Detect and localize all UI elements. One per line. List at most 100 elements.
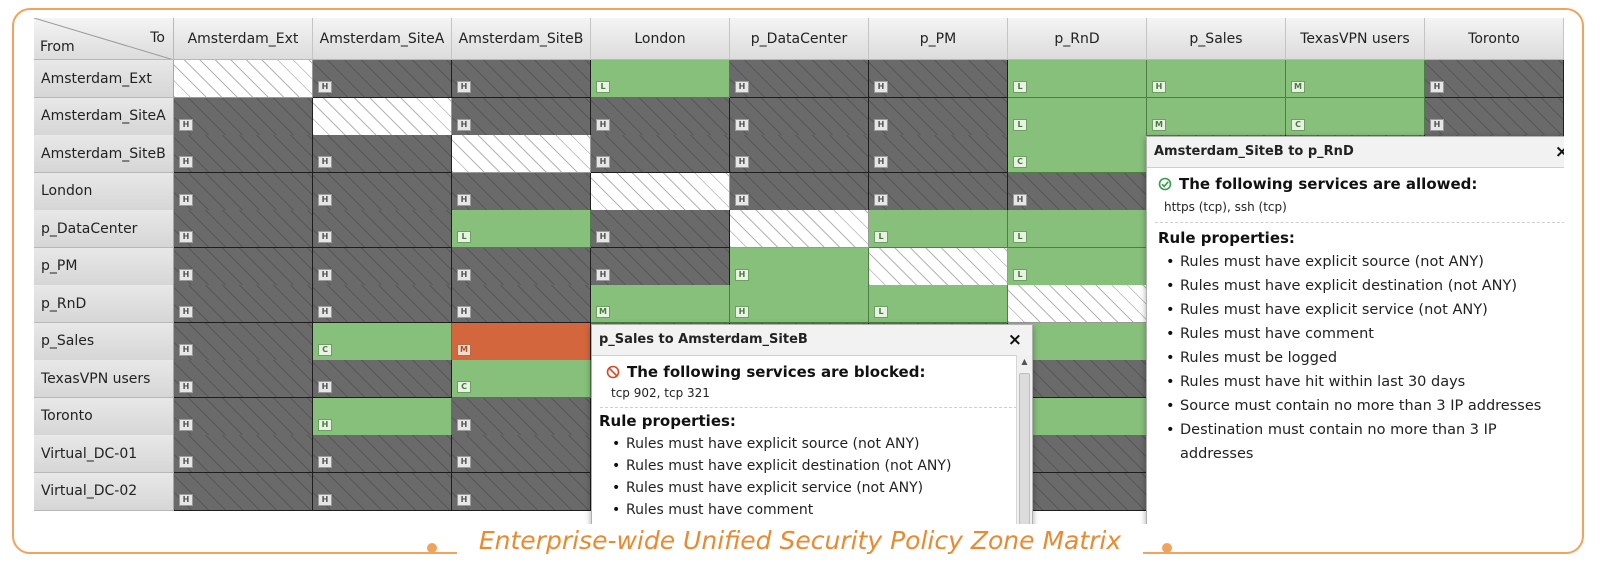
row-header-london[interactable]: London — [34, 172, 174, 211]
matrix-cell[interactable] — [1008, 285, 1147, 323]
column-header[interactable]: p_PM — [869, 18, 1008, 60]
matrix-cell[interactable] — [452, 135, 591, 173]
matrix-cell[interactable]: H — [174, 322, 313, 361]
row-header-virtual-dc-01[interactable]: Virtual_DC-01 — [34, 435, 174, 473]
popup-blocked-services: p_Sales to Amsterdam_SiteB × The followi… — [591, 324, 1033, 524]
column-header[interactable]: Amsterdam_SiteA — [313, 18, 452, 60]
matrix-cell[interactable]: H — [869, 97, 1008, 136]
matrix-cell[interactable]: H — [591, 97, 730, 136]
row-header-amsterdam-sitea[interactable]: Amsterdam_SiteA — [34, 97, 174, 136]
matrix-cell[interactable]: H — [313, 172, 452, 211]
matrix-cell[interactable]: H — [452, 172, 591, 211]
matrix-cell[interactable]: L — [1008, 210, 1147, 248]
row-header-virtual-dc-02[interactable]: Virtual_DC-02 — [34, 472, 174, 511]
matrix-cell[interactable] — [591, 172, 730, 211]
row-header-p-rnd[interactable]: p_RnD — [34, 285, 174, 323]
row-header-p-datacenter[interactable]: p_DataCenter — [34, 210, 174, 248]
matrix-cell[interactable]: H — [730, 97, 869, 136]
row-header-texasvpn-users[interactable]: TexasVPN users — [34, 360, 174, 398]
matrix-cell[interactable]: H — [174, 285, 313, 323]
matrix-cell[interactable]: H — [313, 60, 452, 98]
matrix-cell[interactable]: H — [1008, 172, 1147, 211]
risk-level-badge: M — [596, 306, 610, 318]
column-header[interactable]: p_DataCenter — [730, 18, 869, 60]
matrix-cell[interactable]: M — [1286, 60, 1425, 98]
matrix-cell[interactable]: H — [730, 172, 869, 211]
column-header[interactable]: TexasVPN users — [1286, 18, 1425, 60]
matrix-cell[interactable]: H — [869, 135, 1008, 173]
matrix-cell[interactable]: H — [313, 247, 452, 286]
row-header-p-sales[interactable]: p_Sales — [34, 322, 174, 361]
matrix-cell[interactable]: H — [730, 285, 869, 323]
close-icon[interactable]: × — [1007, 330, 1022, 350]
close-icon[interactable]: × — [1555, 137, 1564, 167]
matrix-cell[interactable]: H — [174, 472, 313, 511]
row-header-amsterdam-ext[interactable]: Amsterdam_Ext — [34, 60, 174, 98]
matrix-cell[interactable]: M — [452, 322, 591, 361]
matrix-cell[interactable]: H — [1425, 97, 1564, 136]
row-header-toronto[interactable]: Toronto — [34, 397, 174, 436]
row-header-amsterdam-siteb[interactable]: Amsterdam_SiteB — [34, 135, 174, 173]
matrix-cell[interactable]: H — [313, 397, 452, 436]
matrix-cell[interactable]: H — [730, 135, 869, 173]
blocked-services-list: tcp 902, tcp 321 — [611, 386, 710, 400]
matrix-cell[interactable]: H — [174, 360, 313, 398]
column-header[interactable]: Amsterdam_SiteB — [452, 18, 591, 60]
matrix-cell[interactable]: H — [591, 210, 730, 248]
matrix-cell[interactable]: H — [591, 135, 730, 173]
column-header[interactable]: Toronto — [1425, 18, 1564, 60]
matrix-cell[interactable]: H — [1425, 60, 1564, 98]
column-header[interactable]: London — [591, 18, 730, 60]
column-header[interactable]: p_Sales — [1147, 18, 1286, 60]
matrix-cell[interactable]: H — [313, 210, 452, 248]
matrix-cell[interactable]: L — [1008, 60, 1147, 98]
matrix-cell[interactable]: H — [174, 210, 313, 248]
matrix-cell[interactable]: H — [452, 60, 591, 98]
matrix-cell[interactable]: H — [452, 247, 591, 286]
matrix-cell[interactable]: H — [313, 435, 452, 473]
matrix-cell[interactable]: L — [1008, 97, 1147, 136]
row-header-p-pm[interactable]: p_PM — [34, 247, 174, 286]
matrix-cell[interactable] — [730, 210, 869, 248]
matrix-cell[interactable]: H — [452, 435, 591, 473]
matrix-cell[interactable]: H — [591, 247, 730, 286]
matrix-cell[interactable]: H — [869, 60, 1008, 98]
matrix-cell[interactable]: H — [313, 472, 452, 511]
matrix-cell[interactable]: M — [1147, 97, 1286, 136]
column-header[interactable]: Amsterdam_Ext — [174, 18, 313, 60]
matrix-cell[interactable]: H — [174, 247, 313, 286]
matrix-cell[interactable]: M — [591, 285, 730, 323]
matrix-cell[interactable]: H — [174, 172, 313, 211]
matrix-cell[interactable]: H — [174, 435, 313, 473]
matrix-cell[interactable]: L — [452, 210, 591, 248]
matrix-cell[interactable]: H — [452, 472, 591, 511]
matrix-cell[interactable]: C — [1008, 135, 1147, 173]
matrix-cell[interactable]: H — [452, 397, 591, 436]
matrix-cell[interactable]: C — [452, 360, 591, 398]
matrix-cell[interactable]: L — [869, 285, 1008, 323]
matrix-cell[interactable]: H — [730, 60, 869, 98]
matrix-cell[interactable]: H — [730, 247, 869, 286]
matrix-cell[interactable]: H — [313, 285, 452, 323]
matrix-cell[interactable]: H — [313, 135, 452, 173]
scroll-up-arrow-icon[interactable]: ▲ — [1021, 357, 1028, 366]
scrollbar-thumb[interactable] — [1019, 373, 1030, 524]
matrix-cell[interactable]: C — [313, 322, 452, 361]
column-header[interactable]: p_RnD — [1008, 18, 1147, 60]
matrix-cell[interactable]: L — [869, 210, 1008, 248]
matrix-cell[interactable] — [174, 60, 313, 98]
matrix-cell[interactable]: H — [313, 360, 452, 398]
matrix-cell[interactable]: H — [452, 285, 591, 323]
matrix-cell[interactable]: H — [174, 135, 313, 173]
matrix-cell[interactable]: C — [1286, 97, 1425, 136]
matrix-cell[interactable]: H — [869, 172, 1008, 211]
matrix-cell[interactable]: H — [174, 397, 313, 436]
popup-scrollbar[interactable]: ▲ — [1016, 355, 1032, 524]
matrix-cell[interactable]: H — [174, 97, 313, 136]
matrix-cell[interactable] — [313, 97, 452, 136]
matrix-cell[interactable] — [869, 247, 1008, 286]
matrix-cell[interactable]: H — [452, 97, 591, 136]
matrix-cell[interactable]: L — [591, 60, 730, 98]
matrix-cell[interactable]: H — [1147, 60, 1286, 98]
matrix-cell[interactable]: L — [1008, 247, 1147, 286]
